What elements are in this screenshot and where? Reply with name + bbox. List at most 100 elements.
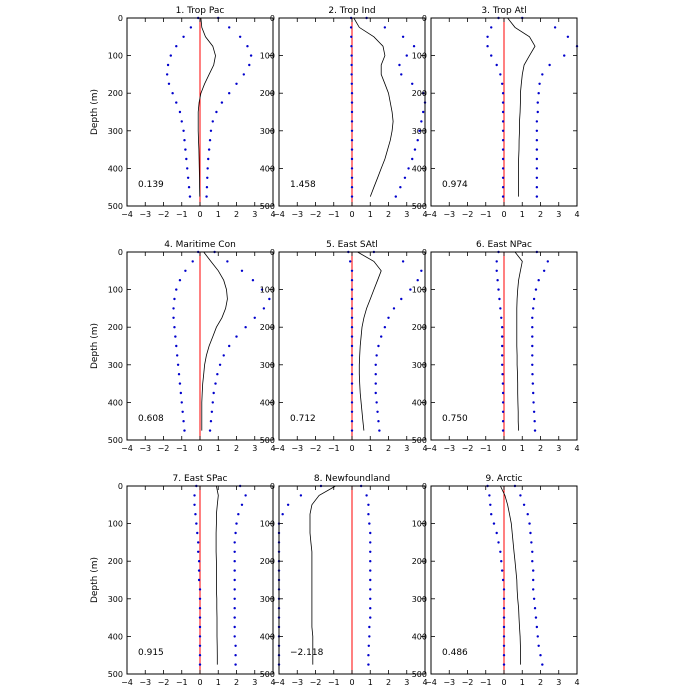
panel-5-lower-dot xyxy=(350,297,354,301)
panel-9-ytick-label: 0 xyxy=(422,482,427,491)
panel-4-upper-dot xyxy=(260,288,264,291)
panel-2-lower-dot xyxy=(350,148,354,151)
panel-3-mean-line xyxy=(507,17,536,197)
panel-9-lower-dot xyxy=(490,513,493,516)
panel-7-lower-dot xyxy=(194,513,197,516)
panel-4-lower-dot xyxy=(177,373,181,376)
panel-9-upper-dot xyxy=(530,541,533,544)
panel-5-upper-dot xyxy=(420,269,423,272)
panel-4-xtick-label: 4 xyxy=(270,444,275,453)
panel-6-upper-dot xyxy=(531,326,534,329)
panel-5-upper-dot xyxy=(374,363,377,366)
panel-9-lower-dot xyxy=(502,663,506,666)
panel-3-xtick-label: −4 xyxy=(425,210,437,219)
panel-2-lower-dot xyxy=(350,157,354,161)
panel-1-lower-dot xyxy=(167,82,171,86)
panel-9-lower-dot xyxy=(502,607,506,610)
panel-2-upper-dot xyxy=(400,73,403,76)
panel-7-lower-dot xyxy=(198,663,202,666)
panel-4-lower-dot xyxy=(176,363,180,366)
panel-3-ytick-label: 500 xyxy=(412,202,427,211)
panel-8-upper-dot xyxy=(367,644,370,647)
panel-5-ytick-label: 100 xyxy=(260,286,275,295)
panel-2-lower-dot xyxy=(350,129,354,132)
panel-4-xtick-label: 0 xyxy=(197,444,202,453)
panel-9-upper-dot xyxy=(533,607,537,610)
panel-2-lower-dot xyxy=(350,167,354,170)
panel-5-value-label: 0.712 xyxy=(290,414,316,424)
panel-3-upper-dot xyxy=(535,129,539,132)
panel-6-lower-dot xyxy=(500,344,504,348)
panel-6-value-label: 0.750 xyxy=(442,414,468,424)
panel-9-lower-dot xyxy=(488,494,491,497)
panel-5-xtick-label: 2 xyxy=(386,444,391,453)
panel-6-lower-dot xyxy=(501,382,505,385)
panel-6-lower-dot xyxy=(499,307,502,310)
panel-7-lower-dot xyxy=(198,616,202,619)
panel-3-ytick-label: 300 xyxy=(412,127,427,136)
panel-7-title: 7. East SPac xyxy=(173,474,228,484)
panel-9-mean-line xyxy=(500,485,521,665)
panel-1-lower-dot xyxy=(186,167,189,170)
panel-6-ytick-label: 0 xyxy=(422,248,427,257)
panel-7-ytick-label: 100 xyxy=(108,520,123,529)
panel-5-lower-dot xyxy=(350,269,354,272)
panel-5-upper-dot xyxy=(375,401,378,404)
panel-1-upper-dot xyxy=(205,195,208,198)
panel-5-upper-dot xyxy=(378,429,381,432)
panel-7-upper-dot xyxy=(233,625,236,629)
panel-4-upper-dot xyxy=(253,316,256,319)
panel-7-xtick-label: 4 xyxy=(270,678,275,687)
panel-6-ytick-label: 100 xyxy=(412,286,427,295)
panel-6-ytick-label: 200 xyxy=(412,323,427,332)
panel-5-lower-dot xyxy=(350,373,354,376)
panel-4-upper-dot xyxy=(235,335,238,338)
panel-4-upper-dot xyxy=(244,326,247,329)
panel-4-xtick-label: −2 xyxy=(158,444,170,453)
panel-7-ytick-label: 0 xyxy=(118,482,123,491)
panel-4-lower-dot xyxy=(191,260,194,263)
panel-1-upper-dot xyxy=(209,129,213,132)
panel-3-xtick-label: 4 xyxy=(574,210,579,219)
panel-9-xtick-label: 4 xyxy=(574,678,579,687)
panel-1-lower-dot xyxy=(175,101,178,104)
panel-2-lower-dot xyxy=(350,101,354,104)
panel-2-upper-dot xyxy=(383,26,387,29)
panel-5-lower-dot xyxy=(350,429,354,432)
panel-9-xtick-label: −2 xyxy=(462,678,474,687)
panel-3-upper-dot xyxy=(538,82,541,86)
panel-6-lower-dot xyxy=(501,373,504,376)
panel-8-mean-line xyxy=(309,485,336,665)
panel-4-upper-dot xyxy=(228,344,231,348)
panel-3-lower-dot xyxy=(501,129,505,132)
panel-3-xtick-label: 1 xyxy=(520,210,525,219)
panel-6-xtick-label: 0 xyxy=(501,444,506,453)
panel-4-lower-dot xyxy=(172,307,175,310)
panel-1-xtick-label: 2 xyxy=(234,210,239,219)
panel-1-lower-dot xyxy=(183,139,186,142)
panel-1-upper-dot xyxy=(228,92,231,95)
panel-7-lower-dot xyxy=(198,607,202,610)
panel-6-lower-dot xyxy=(501,429,505,432)
panel-4-upper-dot xyxy=(209,420,213,423)
panel-6-lower-dot xyxy=(501,420,505,423)
panel-6-upper-dot xyxy=(533,420,536,423)
panel-6-upper-dot xyxy=(546,260,549,263)
panel-5-ytick-label: 200 xyxy=(260,323,275,332)
panel-8-upper-dot xyxy=(368,522,371,525)
panel-1-lower-dot xyxy=(182,35,185,38)
panel-6-lower-dot xyxy=(501,410,505,413)
panel-1-value-label: 0.139 xyxy=(138,180,164,190)
panel-4-ylabel: Depth (m) xyxy=(90,323,100,369)
panel-4-lower-dot xyxy=(181,410,184,413)
panel-6-upper-dot xyxy=(531,354,534,357)
panel-8-xtick-label: −3 xyxy=(291,678,303,687)
panel-1-xtick-label: −4 xyxy=(121,210,133,219)
panel-1-lower-dot xyxy=(175,45,178,48)
panel-4-ytick-label: 300 xyxy=(108,361,123,370)
panel-2-upper-dot xyxy=(411,82,414,86)
panel-3-upper-dot xyxy=(566,35,570,38)
panel-7-lower-dot xyxy=(196,541,200,544)
panel-4-mean-line xyxy=(201,251,228,431)
panel-9-xtick-label: 2 xyxy=(538,678,543,687)
